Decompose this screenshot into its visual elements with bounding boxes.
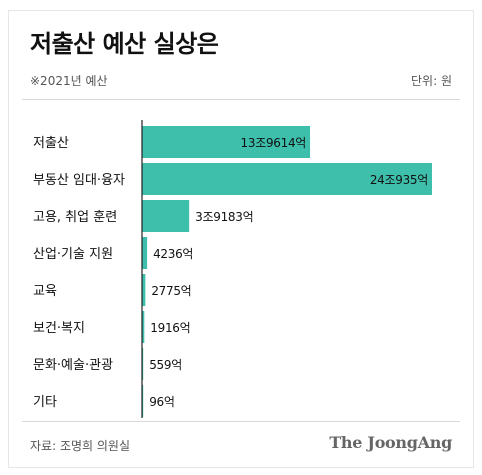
bar-value-label: 96억 — [149, 395, 174, 409]
bar-8 — [142, 385, 144, 417]
footer-divider — [22, 421, 460, 422]
unit-label: 단위: 원 — [411, 74, 452, 88]
category-label: 산업·기술 지원 — [33, 247, 113, 262]
category-label: 기타 — [33, 395, 57, 410]
bar-2 — [142, 163, 432, 195]
category-label: 고용, 취업 훈련 — [33, 210, 117, 225]
bar-4 — [142, 237, 148, 269]
category-label: 교육 — [33, 284, 57, 299]
header-divider — [22, 99, 460, 100]
category-label: 보건·복지 — [33, 321, 85, 336]
bar-value-label: 3조9183억 — [195, 210, 253, 224]
bar-value-label: 1916억 — [150, 321, 190, 335]
bar-value-label: 4236억 — [153, 247, 193, 261]
bar-value-label: 2775억 — [151, 284, 191, 298]
bar-1 — [142, 126, 311, 158]
category-label: 저출산 — [33, 136, 69, 151]
publisher-logo: The JoongAng — [329, 433, 452, 452]
source-note: 자료: 조명희 의원실 — [30, 439, 130, 453]
bar-7 — [142, 348, 144, 380]
bar-5 — [142, 274, 146, 306]
chart-subtitle: ※2021년 예산 — [30, 74, 108, 88]
chart-card — [8, 10, 474, 468]
bar-6 — [142, 311, 145, 343]
category-label: 문화·예술·관광 — [33, 358, 113, 373]
bar-value-label: 13조9614억 — [241, 136, 307, 150]
bar-3 — [142, 200, 190, 232]
category-label: 부동산 임대·융자 — [33, 173, 125, 188]
bar-value-label: 24조935억 — [370, 173, 428, 187]
chart-title: 저출산 예산 실상은 — [30, 30, 219, 58]
bar-value-label: 559억 — [149, 358, 182, 372]
